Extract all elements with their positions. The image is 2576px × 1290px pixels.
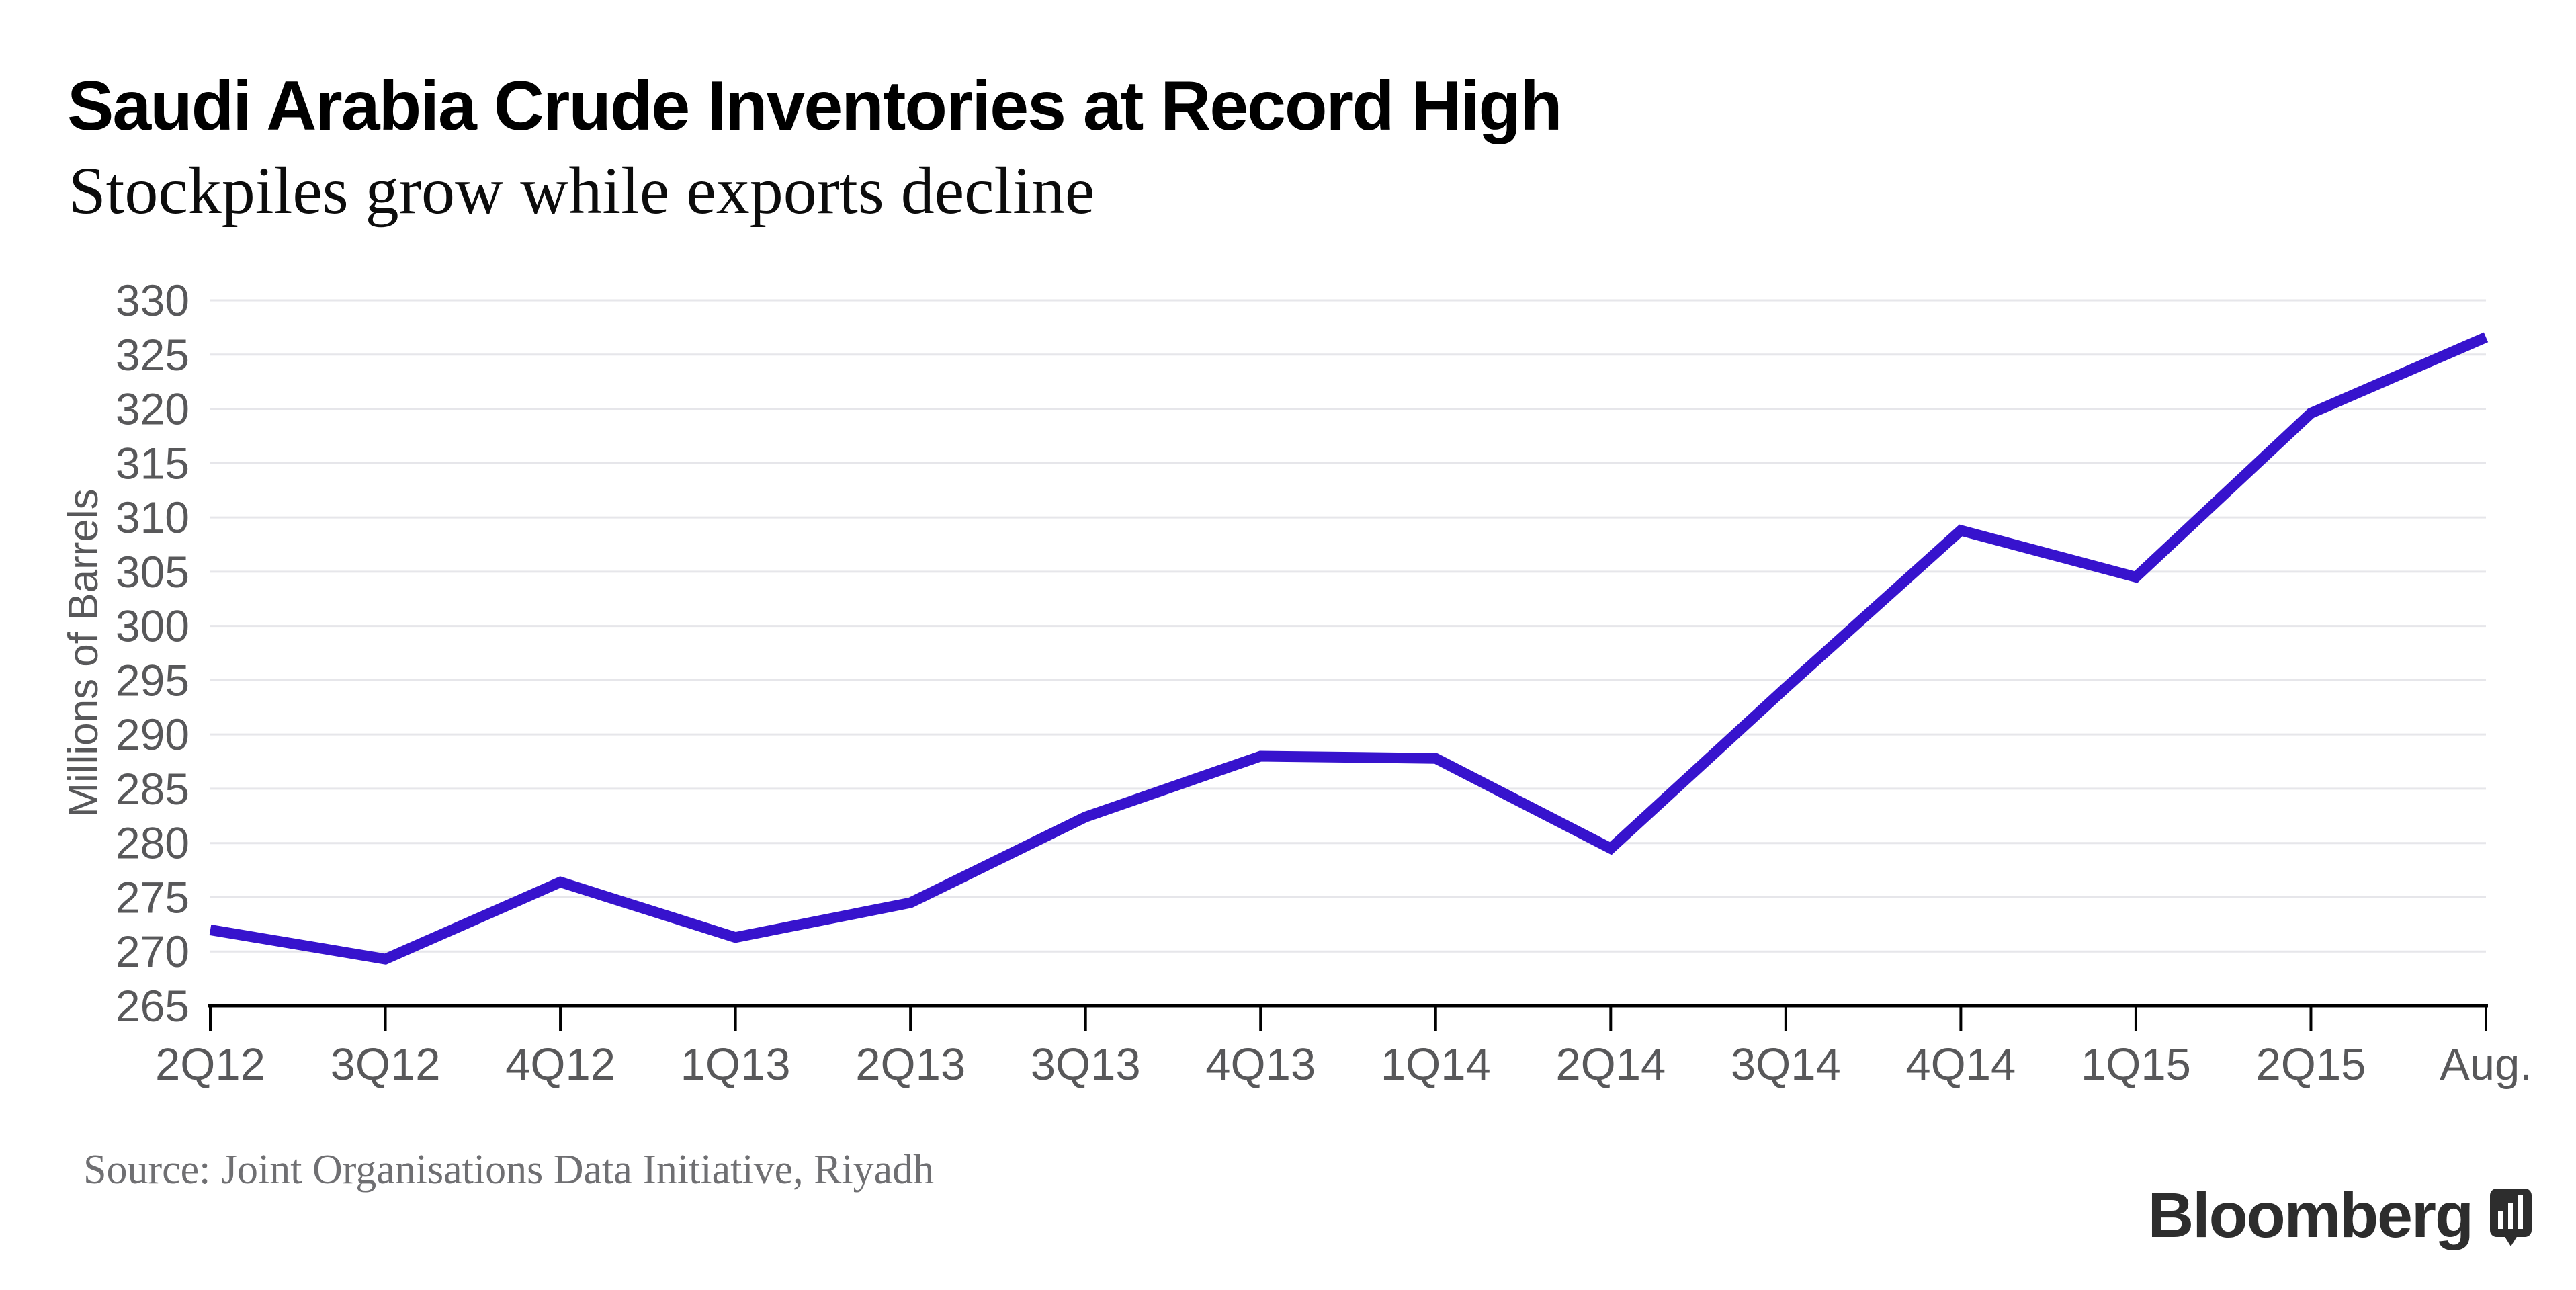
y-tick-label: 280 (116, 818, 189, 868)
y-tick-label: 325 (116, 330, 189, 380)
y-axis-title: Millions of Barrels (60, 488, 107, 817)
x-tick-label: 2Q12 (155, 1039, 265, 1090)
x-tick-label: 3Q14 (1731, 1039, 1841, 1090)
x-tick-label: 3Q13 (1031, 1039, 1141, 1090)
x-tick-label: 2Q15 (2256, 1039, 2366, 1090)
y-tick-label: 315 (116, 438, 189, 488)
y-tick-label: 290 (116, 710, 189, 759)
bloomberg-wordmark: Bloomberg (2147, 1180, 2474, 1251)
x-tick-label: Aug. (2440, 1039, 2532, 1090)
y-tick-label: 295 (116, 655, 189, 705)
y-tick-label: 305 (116, 547, 189, 597)
x-tick-label: 3Q12 (331, 1039, 441, 1090)
x-tick-label: 2Q14 (1555, 1039, 1666, 1090)
y-tick-label: 285 (116, 764, 189, 814)
x-tick-label: 2Q13 (855, 1039, 965, 1090)
y-tick-label: 300 (116, 601, 189, 651)
source-note: Source: Joint Organisations Data Initiat… (83, 1147, 935, 1193)
x-tick-label: 4Q12 (505, 1039, 615, 1090)
chart-header: Saudi Arabia Crude Inventories at Record… (67, 67, 1562, 228)
y-tick-label: 320 (116, 384, 189, 434)
bloomberg-logo: Bloomberg (2148, 1184, 2532, 1248)
x-tick-label: 1Q13 (681, 1039, 791, 1090)
inventory-line (209, 332, 2489, 965)
y-tick-label: 265 (116, 981, 189, 1031)
y-tick-label: 310 (116, 492, 189, 542)
page-title: Saudi Arabia Crude Inventories at Record… (67, 67, 1562, 145)
bloomberg-chart-badge-icon (2490, 1189, 2532, 1246)
page-subtitle: Stockpiles grow while exports decline (69, 153, 1095, 228)
y-tick-label: 275 (116, 872, 189, 922)
x-tick-label: 4Q13 (1205, 1039, 1316, 1090)
x-tick-label: 1Q15 (2081, 1039, 2191, 1090)
y-tick-label: 330 (116, 275, 189, 325)
x-tick-label: 1Q14 (1381, 1039, 1491, 1090)
x-tick-label: 4Q14 (1905, 1039, 2016, 1090)
y-tick-label: 270 (116, 927, 189, 976)
